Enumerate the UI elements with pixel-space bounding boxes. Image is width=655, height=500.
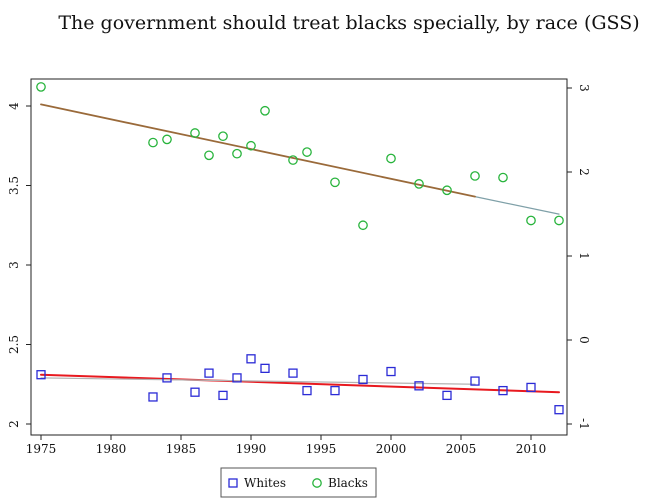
y-right-tick-label-4: 3 (577, 84, 591, 92)
x-tick-label-1995: 1995 (306, 442, 337, 456)
point-whites-1990 (246, 354, 256, 364)
point-whites-1984 (162, 373, 172, 383)
x-tick-label-1980: 1980 (96, 442, 127, 456)
y-left-tick-label-2: 3 (7, 261, 21, 269)
y-left-tick-label-4: 4 (7, 102, 21, 110)
y-left-tick-label-0: 2 (7, 420, 21, 428)
legend-label-whites: Whites (244, 476, 286, 490)
point-blacks-1990 (246, 140, 256, 151)
fit-lines (40, 103, 560, 394)
point-whites-1986 (190, 387, 200, 397)
x-tick-label-1990: 1990 (236, 442, 267, 456)
point-whites-2010 (526, 382, 536, 393)
fit-line-blacks-0 (474, 196, 560, 215)
point-whites-2002 (414, 381, 424, 391)
point-blacks-2008 (498, 172, 508, 183)
fit-line-whites-1 (40, 377, 476, 385)
axes: 1975 1980 1985 1990 1995 2000 2005 2010 2 2.5 3 3.5… (7, 84, 591, 456)
point-whites-1994 (302, 385, 312, 396)
point-blacks-1988 (218, 131, 228, 142)
point-whites-1975 (36, 370, 46, 380)
point-blacks-1975 (36, 82, 46, 92)
point-whites-2008 (498, 385, 508, 396)
x-tick-label-1985: 1985 (166, 442, 197, 456)
point-whites-1993 (288, 368, 298, 378)
legend-label-blacks: Blacks (328, 476, 368, 490)
y-right-tick-label-1: 0 (577, 336, 591, 344)
x-tick-label-2005: 2005 (446, 442, 477, 456)
x-tick-label-2010: 2010 (516, 442, 547, 456)
point-whites-2006 (470, 376, 480, 386)
data-points (36, 82, 564, 415)
point-blacks-1996 (330, 177, 340, 188)
point-blacks-2000 (386, 153, 396, 164)
point-blacks-1991 (260, 105, 270, 116)
point-whites-2000 (386, 366, 396, 377)
point-blacks-1993 (288, 155, 298, 165)
point-whites-1989 (232, 373, 242, 383)
point-blacks-2012 (554, 215, 564, 226)
fit-line-blacks-1 (40, 103, 476, 198)
point-whites-2004 (442, 390, 452, 401)
fit-line-whites-0 (40, 373, 560, 394)
point-whites-1988 (218, 390, 228, 401)
legend-marker-whites (228, 478, 238, 488)
point-blacks-1983 (148, 137, 158, 148)
legend-marker-blacks (312, 478, 322, 488)
point-blacks-2006 (470, 171, 480, 181)
plot-frame (30, 78, 568, 436)
point-whites-1996 (330, 385, 340, 396)
point-whites-1998 (358, 374, 368, 385)
point-whites-1991 (260, 363, 270, 374)
x-tick-label-2000: 2000 (376, 442, 407, 456)
point-whites-1987 (204, 368, 214, 378)
point-blacks-1989 (232, 148, 242, 159)
point-blacks-2002 (414, 179, 424, 189)
point-whites-1983 (148, 392, 158, 402)
point-blacks-1984 (162, 134, 172, 145)
point-blacks-2004 (442, 185, 452, 196)
y-right-tick-label-2: 1 (577, 252, 591, 260)
y-left-tick-label-1: 2.5 (7, 335, 21, 354)
legend-box (220, 467, 377, 498)
point-blacks-1987 (204, 150, 214, 161)
point-blacks-1998 (358, 220, 368, 231)
legend: Whites Blacks (220, 467, 377, 498)
chart-title: The government should treat blacks speci… (58, 12, 639, 34)
y-right-tick-label-0: -1 (577, 418, 591, 430)
point-blacks-1986 (190, 128, 200, 138)
y-left-tick-label-3: 3.5 (7, 176, 21, 195)
point-blacks-1994 (302, 147, 312, 157)
point-whites-2012 (554, 405, 564, 415)
y-right-tick-label-3: 2 (577, 168, 591, 176)
x-tick-label-1975: 1975 (26, 442, 57, 456)
point-blacks-2010 (526, 215, 536, 226)
